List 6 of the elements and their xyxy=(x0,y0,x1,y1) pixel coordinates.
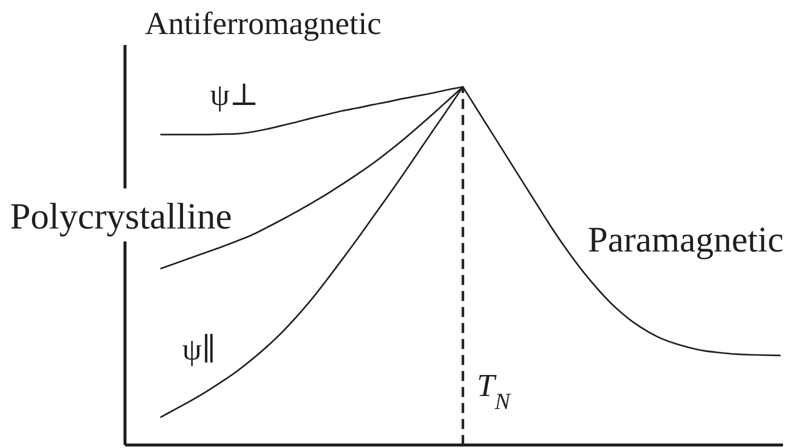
chart-title: Antiferromagnetic xyxy=(145,5,382,41)
series-label: ψ⊥ xyxy=(210,76,259,112)
series-label: Paramagnetic xyxy=(588,219,784,260)
series-label: ψ∥ xyxy=(182,332,216,367)
annotation: T$_{N}$ xyxy=(476,367,512,414)
series-label: Polycrystalline xyxy=(10,196,232,238)
